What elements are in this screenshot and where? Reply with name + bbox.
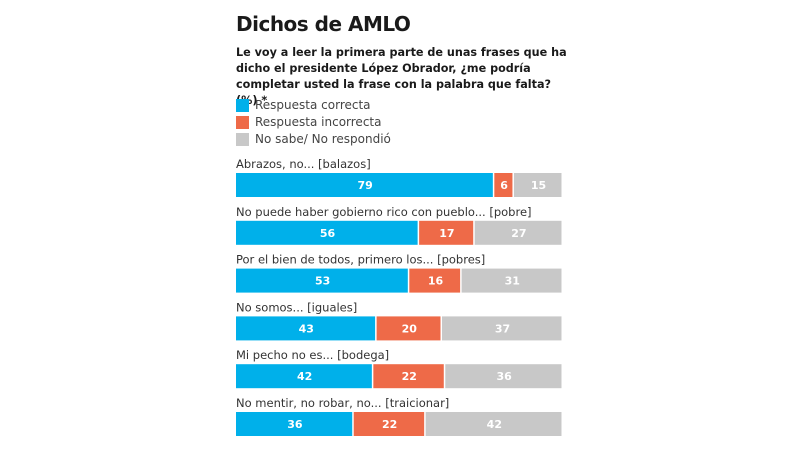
data-label: 53 [315,275,330,288]
bar-segment [442,316,562,341]
legend-label: Respuesta correcta [255,98,371,112]
bar-segment [461,268,562,293]
data-label: 42 [297,370,312,383]
bar-segment [425,412,562,436]
bar-segment [513,173,562,197]
data-label: 36 [496,370,512,383]
bar-segment [236,364,372,389]
bar-segment [236,316,376,341]
category-label: No somos... [iguales] [236,300,357,314]
data-label: 79 [358,179,373,192]
bar-segment [236,173,493,197]
bar-segment [494,173,513,197]
legend-item-no-answer: No sabe/ No respondió [236,132,391,146]
bar-segment [236,268,408,293]
data-label: 16 [428,275,444,288]
bar-segment [445,364,562,389]
category-label: Mi pecho no es... [bodega] [236,348,389,362]
category-label: Abrazos, no... [balazos] [236,157,371,171]
data-label: 36 [287,418,303,431]
data-label: 43 [299,322,314,335]
bar-segment [474,220,562,245]
data-label: 15 [531,179,546,192]
data-label: 6 [500,179,508,192]
legend-swatch [236,132,249,146]
legend-swatch [236,115,249,129]
data-label: 22 [402,370,417,383]
data-label: 27 [511,227,526,240]
data-label: 42 [487,418,502,431]
legend-item-incorrect: Respuesta incorrecta [236,115,381,129]
legend-swatch [236,98,249,112]
legend-label: Respuesta incorrecta [255,115,382,129]
chart-title: Dichos de AMLO [236,12,411,36]
bar-segment [419,220,474,245]
legend-item-correct: Respuesta correcta [236,98,371,112]
data-label: 17 [439,227,454,240]
category-label: Por el bien de todos, primero los... [po… [236,253,485,267]
data-label: 37 [495,322,510,335]
data-label: 31 [505,275,520,288]
data-label: 56 [320,227,336,240]
data-label: 20 [402,322,418,335]
data-label: 22 [382,418,397,431]
bar-segment [236,220,418,245]
bar-segment [373,364,444,389]
category-label: No mentir, no robar, no... [traicionar] [236,396,449,410]
bar-segment [376,316,441,341]
bar-segment [409,268,461,293]
bar-segment [236,412,353,436]
legend-label: No sabe/ No respondió [255,132,391,146]
chart-subtitle: Le voy a leer la primera parte de unas f… [236,46,567,107]
bar-segment [353,412,425,436]
category-label: No puede haber gobierno rico con pueblo.… [236,205,532,219]
